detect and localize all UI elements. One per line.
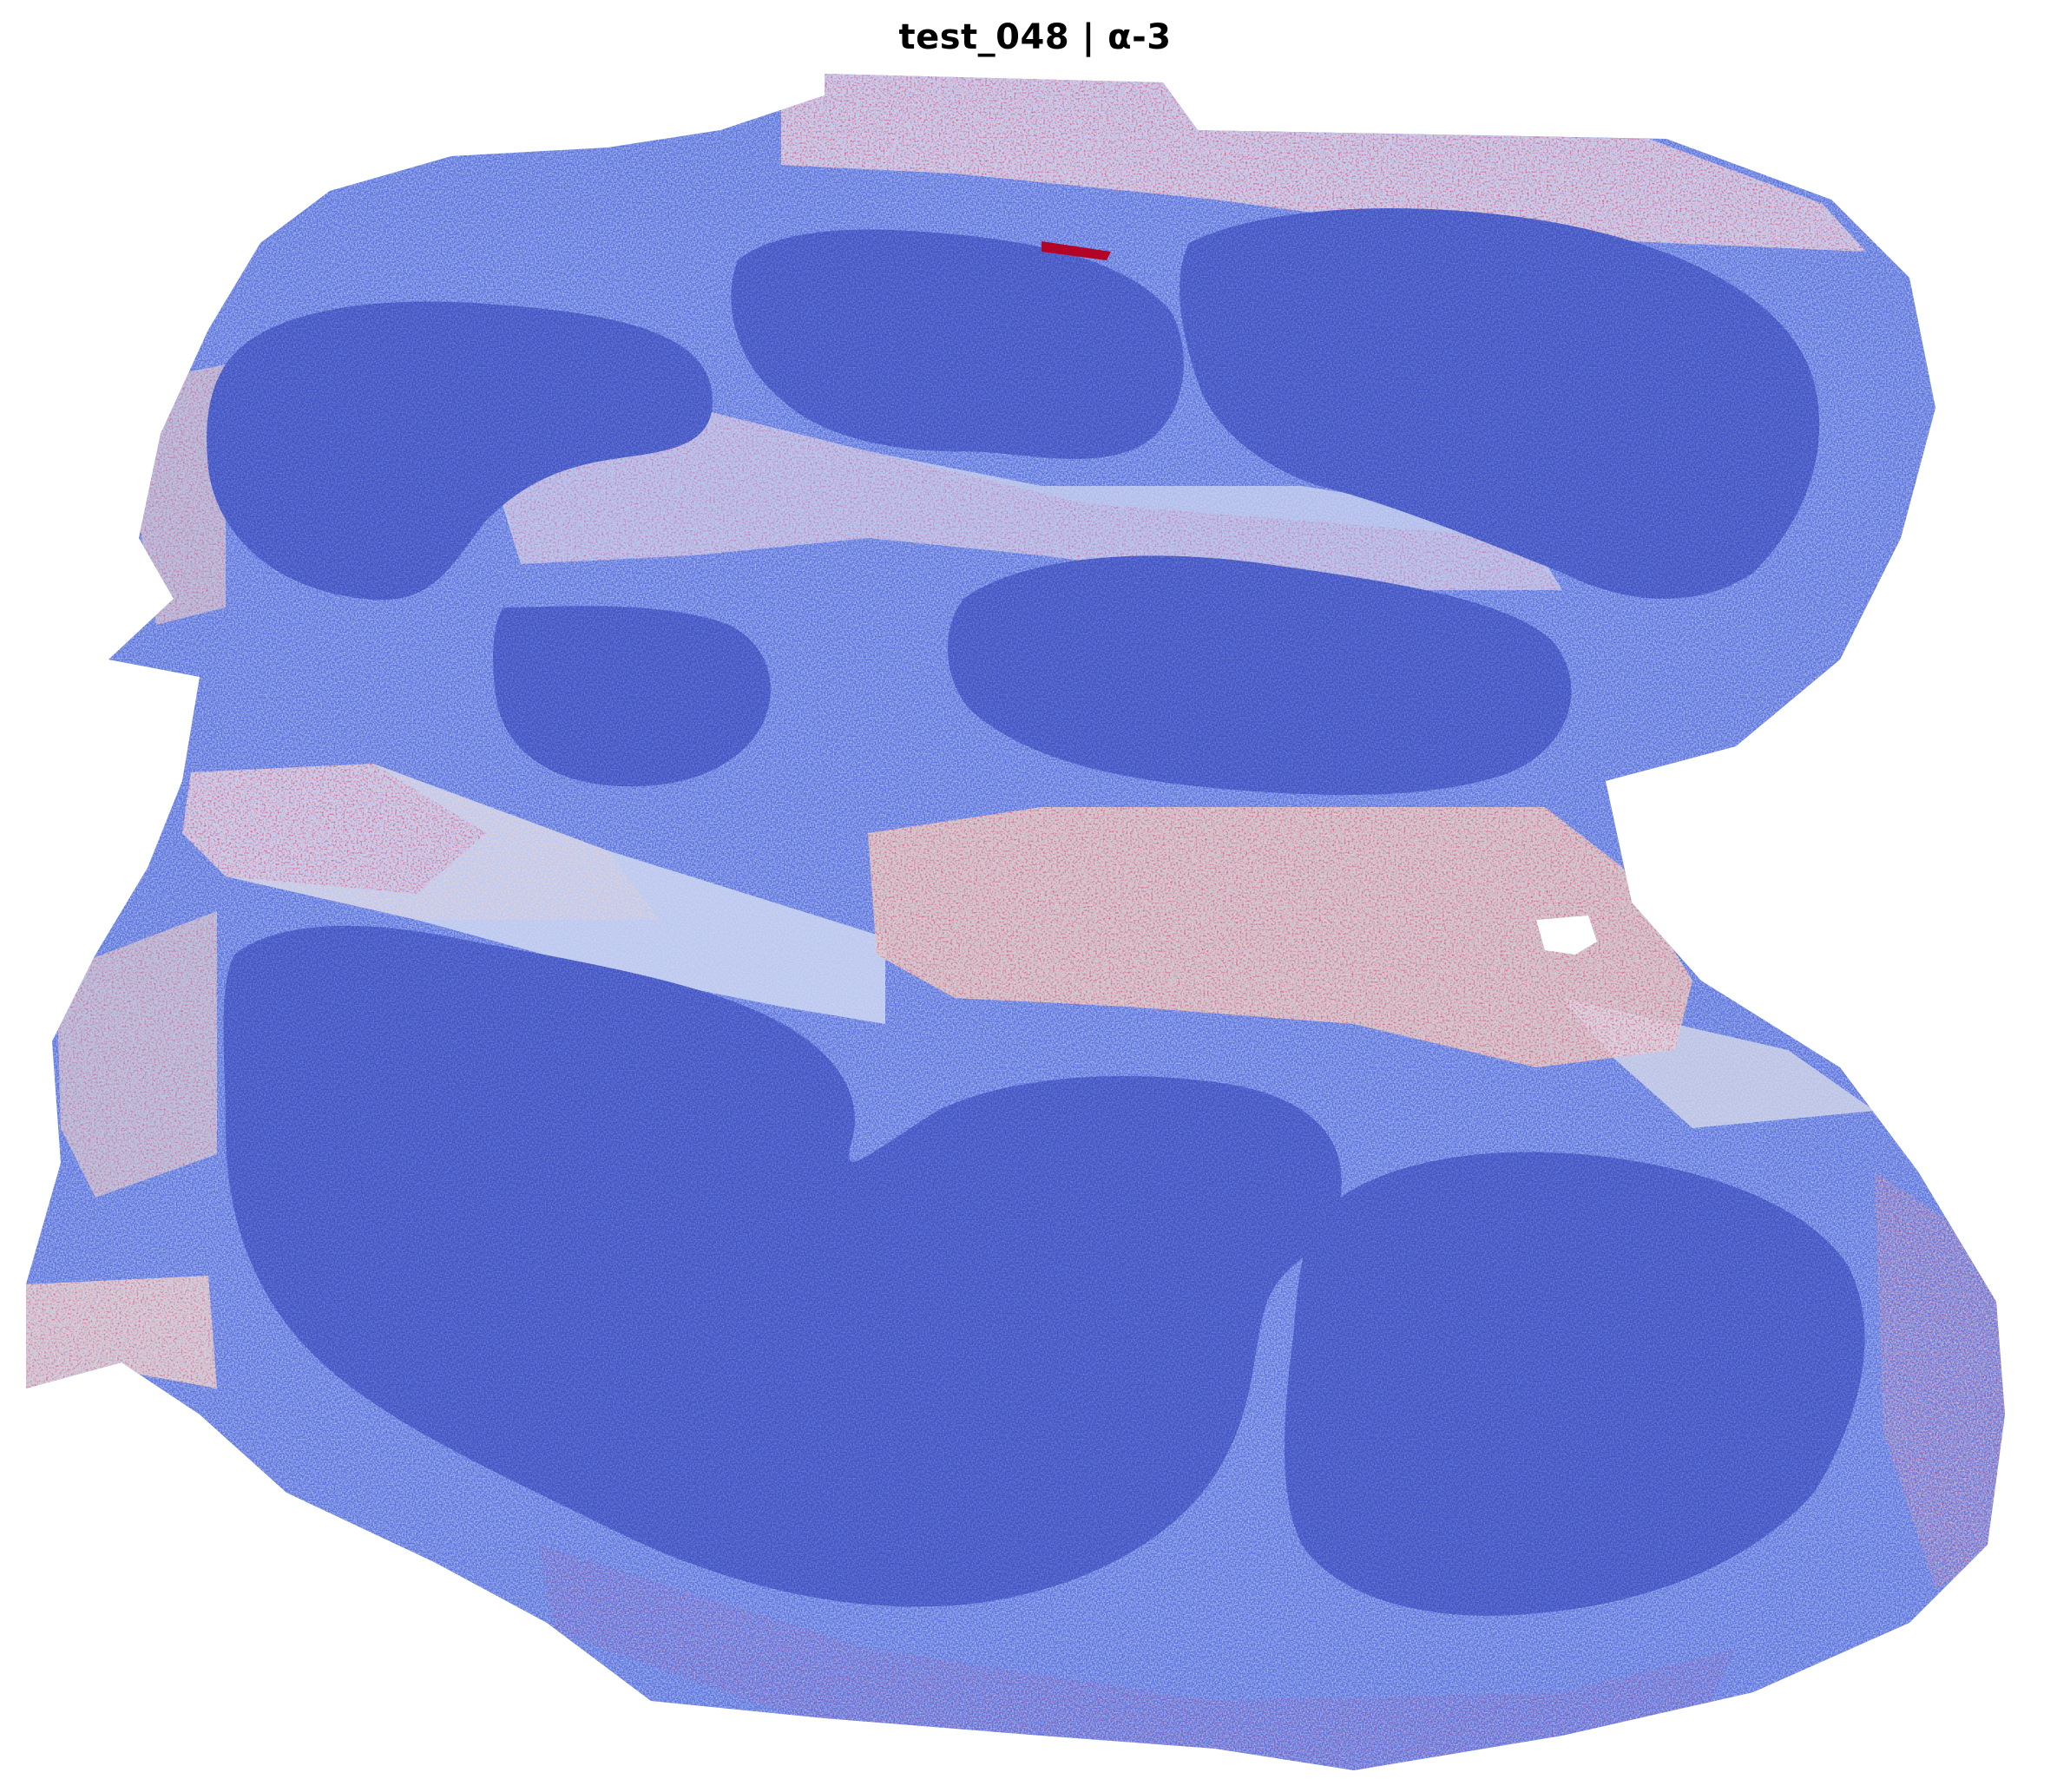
red-streak	[1042, 241, 1111, 260]
figure-title: test_048 | α-3	[898, 17, 1172, 57]
hole	[1536, 916, 1597, 955]
